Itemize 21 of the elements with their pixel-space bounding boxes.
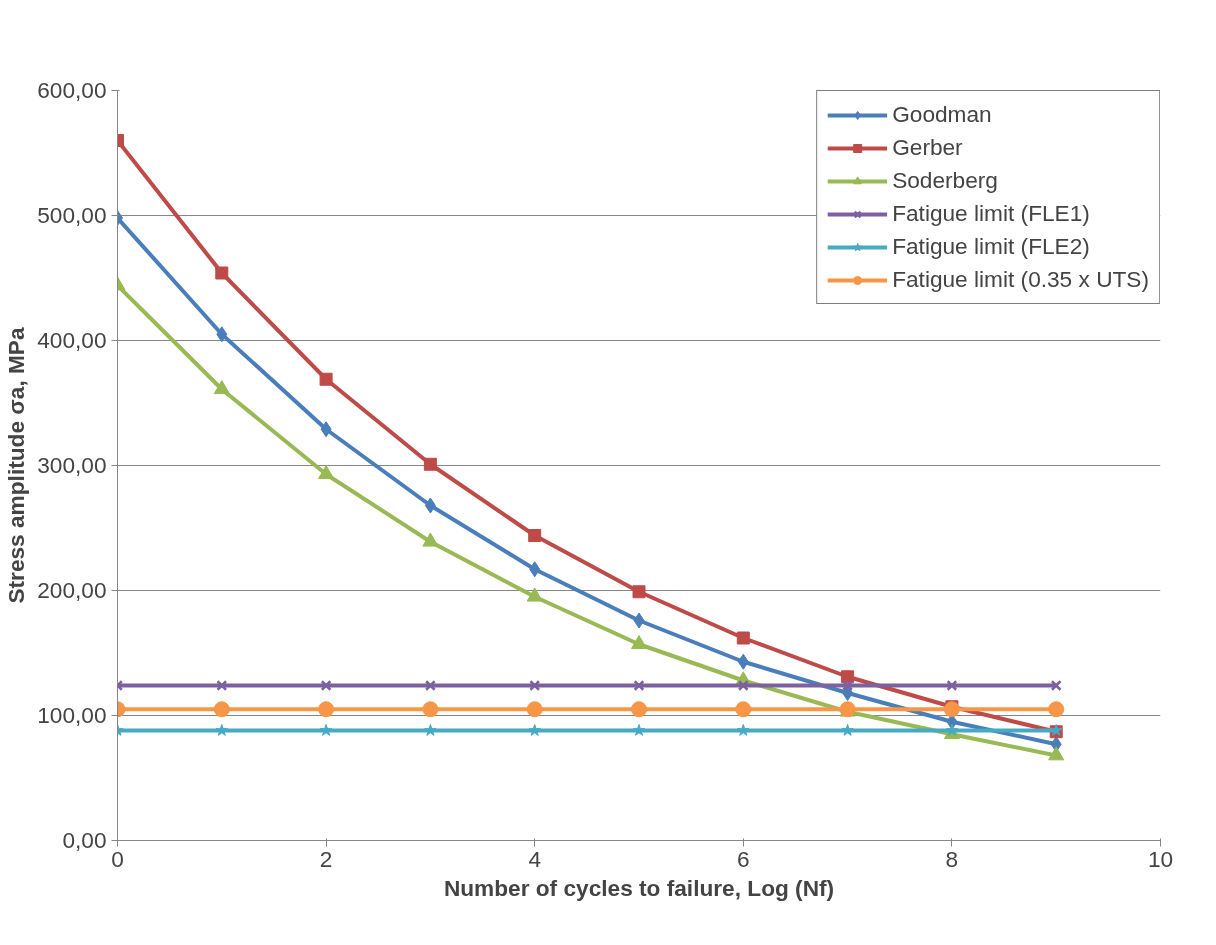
y-tick-label: 300,00: [37, 452, 107, 478]
legend-label: Soderberg: [892, 167, 998, 194]
x-tick-label: 6: [737, 845, 750, 872]
y-tick-label: 400,00: [37, 327, 107, 353]
y-tick-label: 500,00: [37, 202, 107, 228]
x-tick-label: 10: [1147, 845, 1174, 872]
y-axis-title: Stress amplitude σa, MPa: [3, 327, 30, 604]
y-tick-label: 200,00: [37, 577, 107, 603]
x-tick-label: 0: [111, 845, 124, 872]
legend-label: Fatigue limit (FLE2): [892, 233, 1090, 260]
x-tick-label: 8: [945, 845, 959, 872]
legend-label: Fatigue limit (FLE1): [892, 200, 1090, 227]
legend-label: Gerber: [892, 134, 963, 161]
legend-label: Fatigue limit (0.35 x UTS): [892, 266, 1149, 293]
y-tick-label: 100,00: [37, 702, 107, 728]
y-tick-label: 600,00: [37, 77, 107, 103]
x-tick-label: 4: [528, 845, 542, 872]
legend-label: Goodman: [892, 101, 992, 128]
x-tick-label: 2: [319, 845, 333, 872]
y-tick-label: 0,00: [62, 827, 107, 853]
x-axis-title: Number of cycles to failure, Log (Nf): [443, 874, 835, 901]
